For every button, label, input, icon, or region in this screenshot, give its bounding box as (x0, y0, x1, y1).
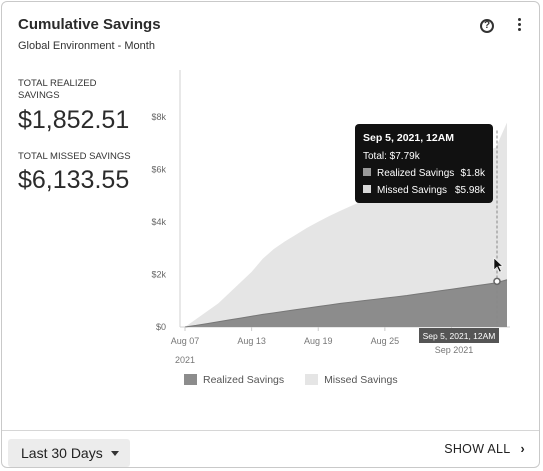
tooltip-bg (355, 124, 493, 203)
x-tick-label: Aug 07 (171, 336, 200, 346)
x-tick-label: Sep 2021 (435, 345, 474, 355)
chart-legend: Realized Savings Missed Savings (184, 374, 416, 386)
tooltip-swatch-realized (363, 168, 371, 176)
legend-item-realized[interactable]: Realized Savings (184, 374, 284, 386)
total-realized-label: TOTAL REALIZED SAVINGS (18, 78, 96, 102)
legend-swatch-realized (184, 374, 197, 385)
help-icon[interactable]: ? (480, 19, 494, 33)
y-tick-label: $6k (151, 165, 166, 175)
x-tick-label: Aug 19 (304, 336, 333, 346)
card-footer: Last 30 Days SHOW ALL › (2, 430, 539, 467)
series-line-realized-savings (184, 279, 508, 328)
legend-swatch-missed (305, 374, 319, 385)
series-area-missed-savings (185, 122, 507, 327)
total-missed-label: TOTAL MISSED SAVINGS (18, 151, 131, 162)
crosshair-x-label-text: Sep 5, 2021, 12AM (423, 331, 496, 341)
crosshair-x-label-bg (419, 328, 499, 343)
y-tick-label: $8k (151, 112, 166, 122)
tooltip-missed-value: $5.98k (455, 185, 486, 196)
x-axis: Aug 07 Aug 13 Aug 19 Aug 25 Sep 2021 2021 (171, 327, 474, 365)
time-range-dropdown[interactable]: Last 30 Days (8, 439, 130, 467)
time-range-label: Last 30 Days (21, 445, 103, 461)
y-tick-label: $4k (151, 217, 166, 227)
total-missed-value: $6,133.55 (18, 166, 130, 194)
x-tick-label: Aug 13 (237, 336, 266, 346)
highlight-point (493, 277, 501, 286)
cumulative-savings-chart[interactable]: $0 $2k $4k $6k $8k Aug 07 Aug 13 Aug 19 Aug 25 S… (2, 2, 540, 372)
chevron-right-icon: › (520, 442, 525, 456)
y-axis: $0 $2k $4k $6k $8k (151, 112, 166, 332)
legend-label-realized: Realized Savings (203, 374, 285, 386)
y-tick-label: $0 (156, 322, 166, 332)
x-tick-label: Aug 25 (371, 336, 400, 346)
tooltip-total: Total: $7.79k (363, 151, 421, 162)
mouse-cursor-icon (493, 257, 504, 273)
more-options-icon[interactable] (516, 18, 522, 34)
show-all-button[interactable]: SHOW ALL › (444, 442, 525, 456)
tooltip-realized-value: $1.8k (461, 168, 486, 179)
total-realized-value: $1,852.51 (18, 106, 130, 134)
card-subtitle: Global Environment - Month (18, 40, 155, 52)
legend-label-missed: Missed Savings (324, 374, 398, 386)
y-tick-label: $2k (151, 270, 166, 280)
series-area-realized-savings (185, 279, 507, 327)
card-title: Cumulative Savings (18, 16, 161, 33)
total-realized-label-line1: TOTAL REALIZED (18, 78, 97, 89)
tooltip-title: Sep 5, 2021, 12AM (363, 132, 454, 144)
tooltip-missed-label: Missed Savings (377, 185, 447, 196)
legend-item-missed[interactable]: Missed Savings (305, 374, 398, 386)
tooltip-realized-label: Realized Savings (377, 168, 454, 179)
total-realized-label-line2: SAVINGS (18, 90, 60, 101)
crosshair-x-label: Sep 5, 2021, 12AM (419, 328, 499, 343)
caret-down-icon (111, 451, 119, 456)
tooltip-swatch-missed (363, 185, 371, 193)
chart-tooltip: Sep 5, 2021, 12AM Total: $7.79k Realized… (355, 124, 493, 203)
x-year-label: 2021 (175, 355, 195, 365)
show-all-label: SHOW ALL (444, 442, 511, 456)
